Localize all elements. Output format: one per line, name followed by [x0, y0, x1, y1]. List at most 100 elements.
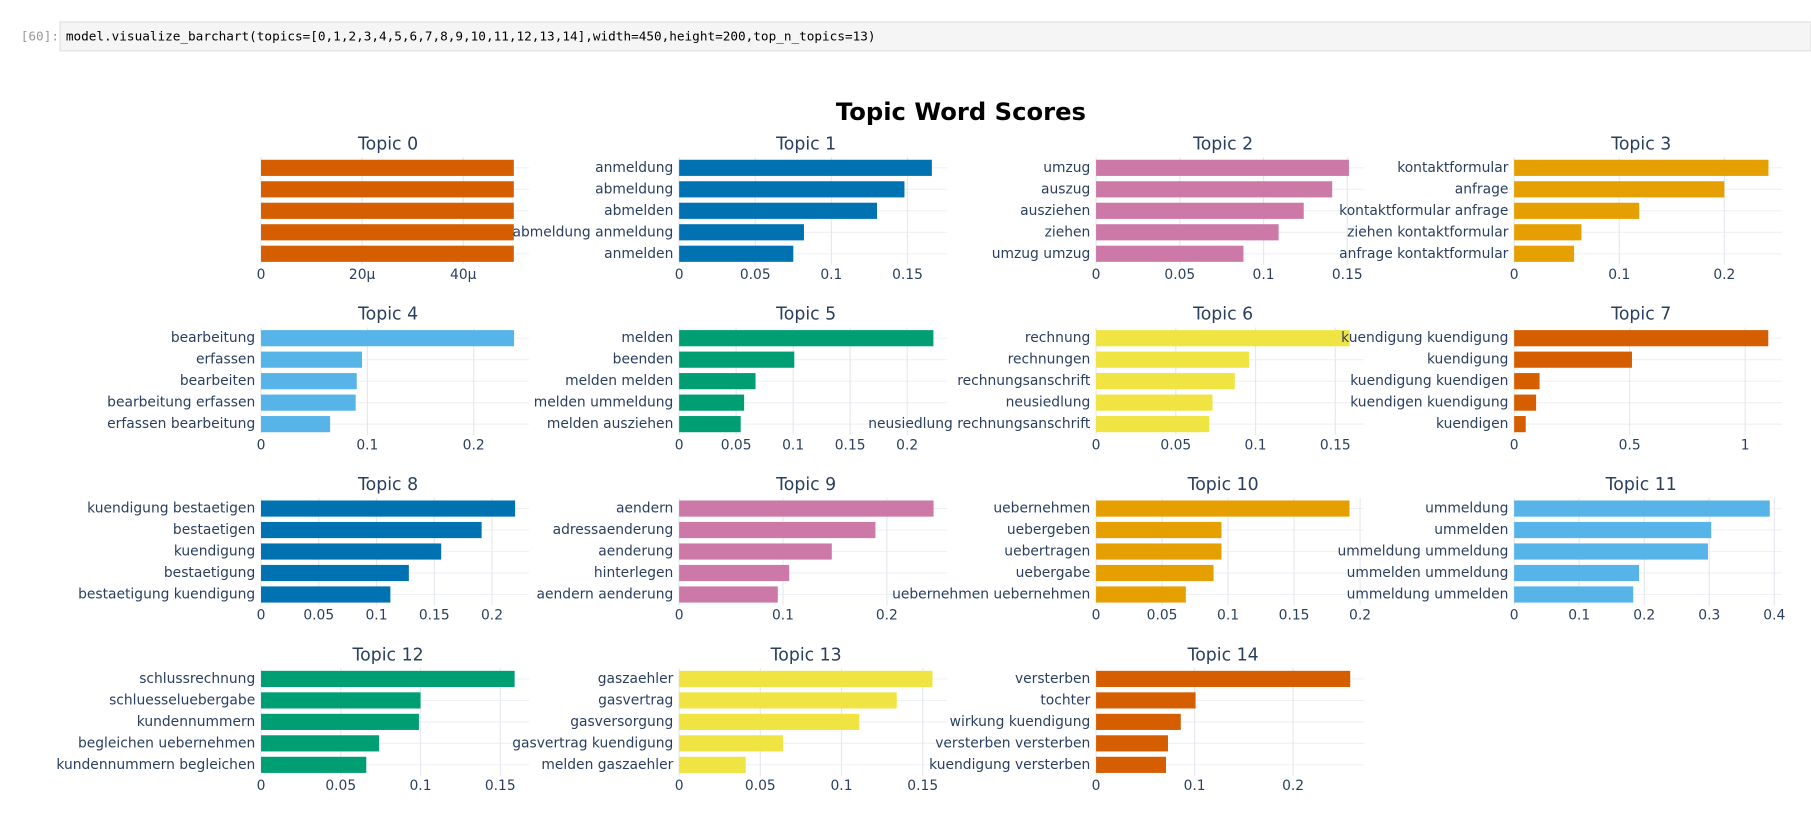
y-tick-label: abmeldung anmeldung — [512, 224, 673, 240]
bar — [1096, 521, 1222, 539]
bar — [261, 159, 514, 176]
x-tick-label: 0 — [1510, 267, 1519, 283]
x-tick-label: 0.2 — [1349, 608, 1371, 624]
x-tick-label: 0.05 — [303, 608, 334, 624]
y-tick-label: ziehen — [1045, 224, 1091, 240]
bar — [1514, 500, 1770, 517]
x-tick-label: 0 — [257, 778, 266, 794]
bar — [1514, 586, 1634, 603]
y-tick-label: uebergeben — [1007, 522, 1090, 538]
x-tick-label: 0.1 — [772, 608, 794, 624]
bar — [1096, 224, 1279, 241]
subplot-title: Topic 12 — [352, 645, 424, 665]
x-tick-label: 0 — [1092, 437, 1101, 453]
x-tick-label: 0.1 — [356, 437, 378, 453]
bar — [261, 670, 515, 687]
y-tick-label: melden gaszaehler — [541, 757, 673, 773]
subplot-title: Topic 7 — [1610, 305, 1671, 325]
bar — [679, 692, 897, 709]
bar — [679, 586, 778, 603]
bar — [679, 394, 745, 411]
y-tick-label: begleichen uebernehmen — [78, 735, 255, 751]
bar — [1096, 756, 1167, 773]
subplot-title: Topic 13 — [770, 645, 842, 665]
bar — [1096, 500, 1350, 517]
bar — [261, 330, 515, 347]
bar — [1096, 373, 1235, 390]
bar — [679, 670, 933, 687]
bar — [1514, 351, 1632, 368]
bar — [679, 224, 804, 241]
bar — [679, 500, 934, 517]
x-tick-label: 0 — [675, 437, 684, 453]
bar — [679, 713, 860, 730]
y-tick-label: uebernehmen — [993, 501, 1090, 517]
x-tick-label: 0.15 — [485, 778, 516, 794]
y-tick-label: kuendigung versterben — [929, 757, 1090, 773]
x-tick-label: 0 — [1510, 437, 1519, 453]
bar — [261, 543, 442, 560]
x-tick-label: 0.1 — [366, 608, 388, 624]
x-tick-label: 40μ — [450, 267, 477, 283]
x-tick-label: 0.1 — [1608, 267, 1630, 283]
x-tick-label: 20μ — [349, 267, 376, 283]
code-cell — [59, 21, 1811, 52]
y-tick-label: ummeldung ummeldung — [1338, 544, 1509, 560]
x-tick-label: 0.2 — [481, 608, 503, 624]
y-tick-label: ausziehen — [1020, 203, 1090, 219]
x-tick-label: 0.1 — [1253, 267, 1275, 283]
subplot-title: Topic 9 — [775, 475, 836, 495]
bar — [1096, 713, 1181, 730]
bar — [261, 181, 514, 198]
y-tick-label: bestaetigen — [173, 522, 255, 538]
bar — [1514, 521, 1712, 539]
x-tick-label: 0.1 — [831, 778, 853, 794]
bar — [261, 416, 331, 433]
bar — [1096, 586, 1186, 603]
bar — [1096, 564, 1214, 582]
y-tick-label: ummelden — [1434, 522, 1508, 538]
y-tick-label: auszug — [1041, 181, 1090, 197]
y-tick-label: anmeldung — [595, 160, 673, 176]
y-tick-label: kundennummern — [137, 714, 255, 730]
y-tick-label: schlussrechnung — [139, 671, 255, 687]
y-tick-label: bearbeiten — [180, 373, 255, 389]
bar — [1096, 181, 1333, 198]
x-tick-label: 0.1 — [1217, 608, 1239, 624]
y-tick-label: gaszaehler — [598, 671, 674, 687]
bar — [261, 564, 409, 582]
x-tick-label: 0 — [1092, 778, 1101, 794]
x-tick-label: 0.1 — [820, 267, 842, 283]
bar — [679, 181, 905, 198]
cell-code[interactable]: model.visualize_barchart(topics=[0,1,2,3… — [66, 28, 876, 43]
y-tick-label: uebergabe — [1016, 565, 1091, 581]
x-tick-label: 0 — [1092, 267, 1101, 283]
x-tick-label: 0 — [1510, 608, 1519, 624]
y-tick-label: gasversorgung — [570, 714, 673, 730]
bar — [1096, 735, 1168, 752]
x-tick-label: 0 — [675, 608, 684, 624]
subplot-title: Topic 4 — [357, 305, 418, 325]
x-tick-label: 0 — [257, 608, 266, 624]
x-tick-label: 0.15 — [419, 608, 450, 624]
y-tick-label: kuendigung — [174, 544, 255, 560]
bar — [1096, 202, 1304, 219]
y-tick-label: melden ausziehen — [547, 416, 674, 432]
y-tick-label: umzug — [1043, 160, 1090, 176]
y-tick-label: wirkung kuendigung — [950, 714, 1091, 730]
x-tick-label: 0.5 — [1619, 437, 1641, 453]
y-tick-label: beenden — [613, 352, 674, 368]
x-tick-label: 0.3 — [1698, 608, 1720, 624]
figure-title: Topic Word Scores — [836, 97, 1086, 126]
x-tick-label: 0.2 — [463, 437, 485, 453]
x-tick-label: 0.1 — [1245, 437, 1267, 453]
y-tick-label: kuendigung kuendigen — [1350, 373, 1508, 389]
y-tick-label: bestaetigung — [164, 565, 255, 581]
x-tick-label: 0.05 — [745, 778, 776, 794]
x-tick-label: 0.15 — [1332, 267, 1363, 283]
bar — [1514, 416, 1526, 433]
x-tick-label: 0 — [675, 778, 684, 794]
bar — [1096, 670, 1351, 687]
y-tick-label: neusiedlung — [1006, 395, 1091, 411]
